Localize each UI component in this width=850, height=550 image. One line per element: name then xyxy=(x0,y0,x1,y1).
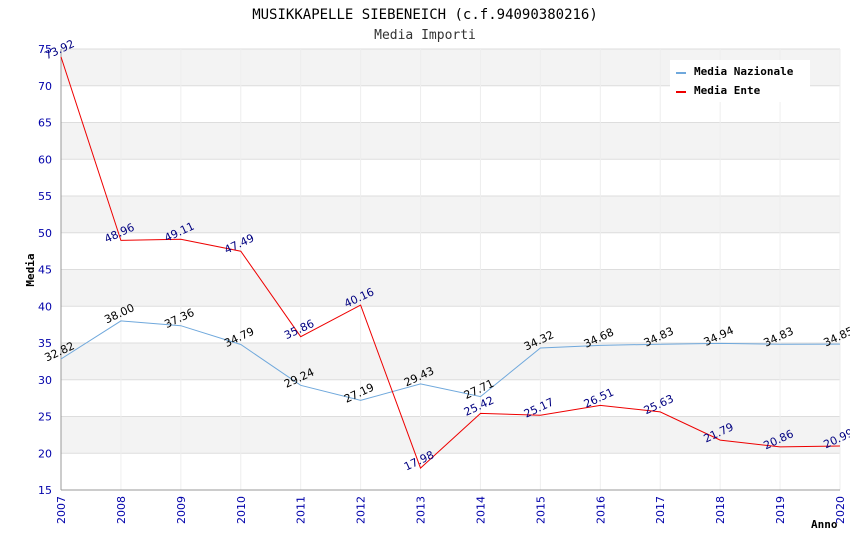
y-tick-label: 45 xyxy=(38,264,52,277)
y-tick-label: 60 xyxy=(38,153,52,166)
series-line-1 xyxy=(60,56,841,469)
grid-band xyxy=(61,196,840,233)
legend-label-ente: Media Ente xyxy=(694,84,761,97)
x-tick-label: 2020 xyxy=(834,496,847,524)
series-line-0 xyxy=(60,320,841,401)
legend-box xyxy=(670,60,810,102)
x-tick-label: 2007 xyxy=(55,496,68,524)
y-tick-label: 55 xyxy=(38,190,52,203)
x-tick-label: 2013 xyxy=(415,496,428,524)
chart-title: MUSIKKAPELLE SIEBENEICH (c.f.94090380216… xyxy=(252,7,598,23)
x-tick-label: 2014 xyxy=(474,496,487,524)
x-tick-label: 2019 xyxy=(774,496,787,524)
grid-band xyxy=(61,343,840,380)
grid-band xyxy=(61,453,840,490)
y-tick-label: 50 xyxy=(38,227,52,240)
y-axis-label: Media xyxy=(24,253,37,286)
y-tick-label: 20 xyxy=(38,447,52,460)
y-tick-label: 75 xyxy=(38,43,52,56)
x-tick-label: 2012 xyxy=(355,496,368,524)
grid-band xyxy=(61,269,840,307)
legend: Media Nazionale Media Ente xyxy=(670,60,810,102)
x-tick-label: 2008 xyxy=(115,496,128,524)
x-tick-label: 2018 xyxy=(714,496,727,524)
y-tick-label: 15 xyxy=(38,484,52,497)
grid-bands xyxy=(61,49,840,490)
grid-lines xyxy=(60,48,841,491)
series-lines xyxy=(60,56,841,469)
chart-subtitle: Media Importi xyxy=(374,28,476,43)
x-tick-label: 2016 xyxy=(594,496,607,524)
grid-band xyxy=(61,159,840,196)
y-tick-label: 30 xyxy=(38,374,52,387)
y-tick-label: 35 xyxy=(38,337,52,350)
x-tick-label: 2010 xyxy=(235,496,248,524)
legend-label-nazionale: Media Nazionale xyxy=(694,65,794,78)
x-axis-label: Anno xyxy=(811,518,838,531)
grid-band xyxy=(61,232,840,270)
x-tick-label: 2009 xyxy=(175,496,188,524)
y-tick-label: 40 xyxy=(38,300,52,313)
grid-band xyxy=(61,379,840,417)
y-tick-label: 65 xyxy=(38,117,52,130)
y-ticks: 15 20 25 30 35 40 45 50 55 60 65 70 75 xyxy=(38,43,52,497)
x-tick-label: 2011 xyxy=(295,496,308,524)
x-ticks: 2007 2008 2009 2010 2011 2012 2013 2014 2015 2016… xyxy=(55,496,847,524)
grid-band xyxy=(61,122,840,160)
x-tick-label: 2017 xyxy=(654,496,667,524)
y-tick-label: 70 xyxy=(38,80,52,93)
x-tick-label: 2015 xyxy=(534,496,547,524)
grid-band xyxy=(61,306,840,343)
y-tick-label: 25 xyxy=(38,411,52,424)
